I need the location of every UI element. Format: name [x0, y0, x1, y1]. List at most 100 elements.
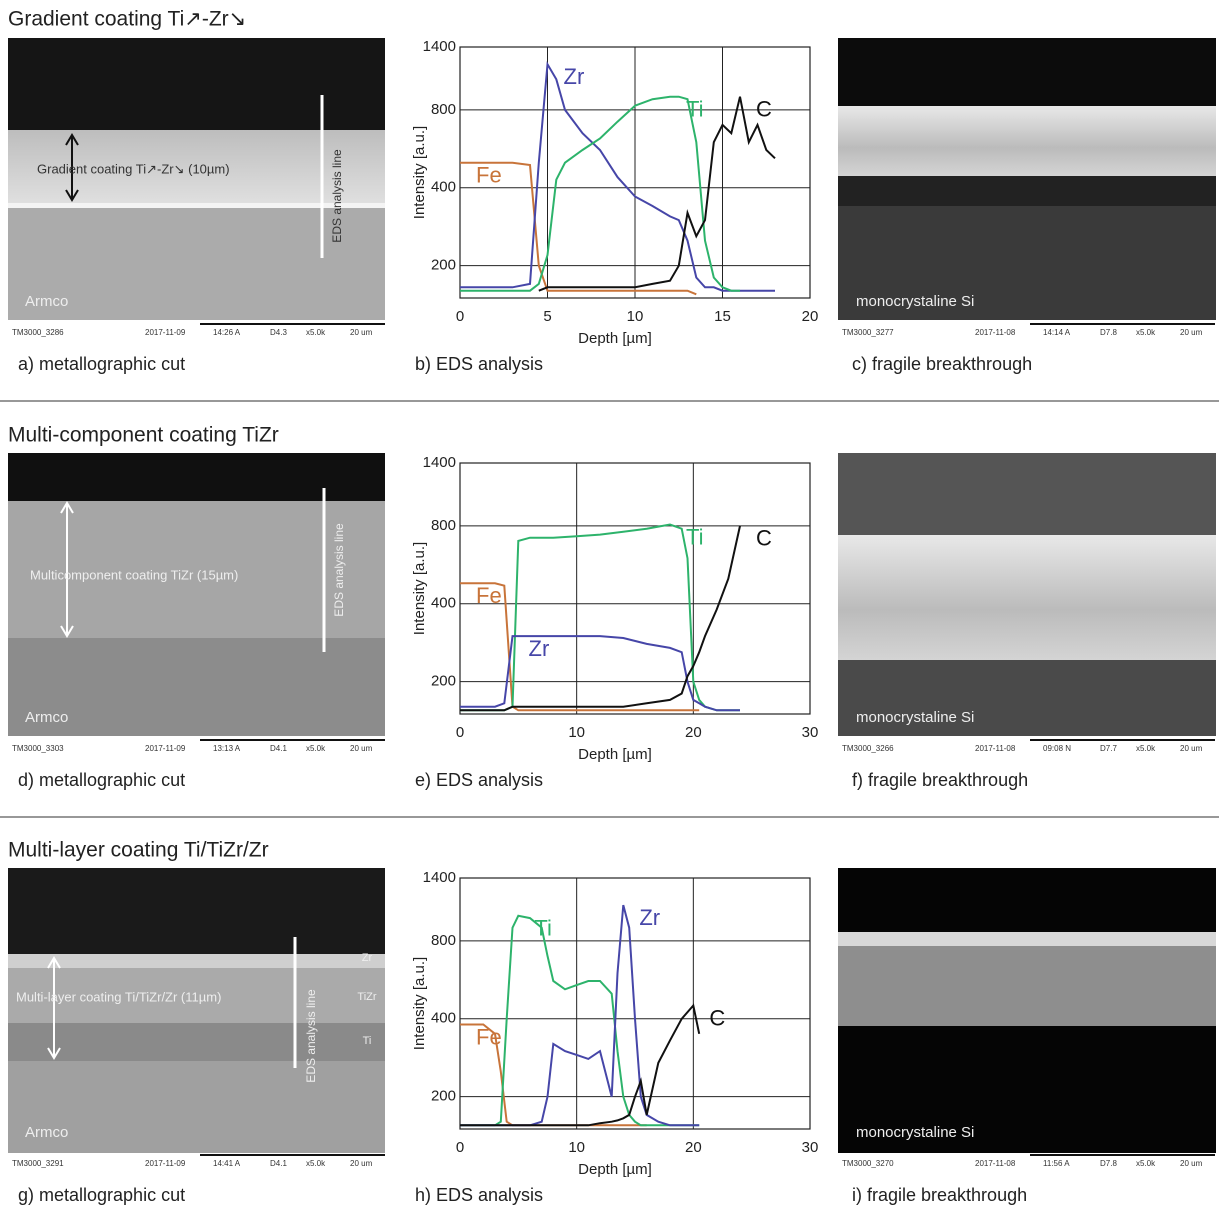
y-tick-label: 800	[431, 932, 456, 949]
footer-text: 14:14 A	[1043, 328, 1071, 337]
x-tick-label: 20	[685, 724, 702, 741]
series-label: C	[709, 1005, 725, 1030]
series-line	[460, 635, 740, 712]
footer-text: 11:56 A	[1043, 1159, 1070, 1168]
footer-text: D7.8	[1100, 1159, 1117, 1168]
footer-text: 20 um	[350, 1159, 373, 1168]
y-tick-label: 400	[431, 595, 456, 612]
y-tick-label: 800	[431, 517, 456, 534]
layer-label: Zr	[362, 952, 373, 964]
x-tick-label: 0	[456, 724, 464, 741]
footer-text: TM3000_3266	[842, 744, 894, 753]
footer-text: 2017-11-08	[975, 1159, 1016, 1168]
micrograph-bg	[8, 38, 385, 130]
substrate-label: monocrystaline Si	[856, 293, 974, 310]
coating-layer	[838, 106, 1216, 176]
substrate-label: Armco	[25, 293, 68, 310]
coating-layer	[838, 932, 1216, 1026]
caption: a) metallographic cut	[18, 354, 185, 374]
layer-label: Ti	[363, 1035, 372, 1047]
arrow	[60, 501, 74, 638]
eds-line-label: EDS analysis line	[330, 149, 344, 243]
caption: f) fragile breakthrough	[852, 770, 1028, 790]
footer-text: TM3000_3303	[12, 744, 64, 753]
x-tick-label: 0	[456, 308, 464, 325]
x-tick-label: 15	[714, 308, 731, 325]
series-label: C	[756, 526, 772, 551]
coating-layer	[8, 501, 385, 638]
footer-text: D4.1	[270, 1159, 287, 1168]
footer-text: 2017-11-09	[145, 1159, 186, 1168]
x-tick-label: 10	[568, 1139, 585, 1156]
x-tick-label: 5	[543, 308, 551, 325]
footer-text: 20 um	[1180, 1159, 1203, 1168]
footer-text: TM3000_3291	[12, 1159, 64, 1168]
caption: e) EDS analysis	[415, 770, 543, 790]
series-label: Ti	[686, 96, 704, 121]
vacuum	[838, 38, 1216, 106]
substrate-label: monocrystaline Si	[856, 709, 974, 726]
series-label: C	[756, 96, 772, 121]
footer-text: D4.3	[270, 328, 287, 337]
arrow	[47, 956, 61, 1060]
caption: i) fragile breakthrough	[852, 1185, 1027, 1205]
y-axis-label: Intensity [a.u.]	[411, 126, 428, 219]
footer-text: 14:26 A	[213, 328, 241, 337]
footer-text: x5.0k	[306, 1159, 326, 1168]
micrographs	[8, 38, 1216, 1153]
footer-text: 20 um	[350, 744, 373, 753]
y-tick-label: 200	[431, 257, 456, 274]
y-tick-label: 1400	[423, 38, 456, 55]
substrate-label: monocrystaline Si	[856, 1124, 974, 1141]
eds-line-label: EDS analysis line	[332, 523, 346, 617]
series-line	[460, 1003, 701, 1127]
zr-layer	[8, 954, 385, 968]
footer-text: x5.0k	[306, 328, 326, 337]
x-axis-label: Depth [µm]	[578, 1161, 652, 1178]
series-label: Fe	[476, 583, 502, 608]
series-label: Zr	[639, 905, 660, 930]
x-tick-label: 10	[627, 308, 644, 325]
x-tick-label: 20	[802, 308, 819, 325]
layer-label: TiZr	[357, 991, 376, 1003]
x-axis-label: Depth [µm]	[578, 330, 652, 347]
y-tick-label: 400	[431, 179, 456, 196]
footer-text: x5.0k	[1136, 1159, 1156, 1168]
section-title: Gradient coating Ti↗-Zr↘	[8, 8, 246, 31]
footer-text: 13:13 A	[213, 744, 241, 753]
caption: b) EDS analysis	[415, 354, 543, 374]
footer-text: 09:08 N	[1043, 744, 1071, 753]
y-tick-label: 1400	[423, 454, 456, 471]
coating-top	[838, 932, 1216, 946]
footer-text: 2017-11-08	[975, 744, 1016, 753]
footer-text: x5.0k	[1136, 328, 1156, 337]
footer-text: TM3000_3277	[842, 328, 894, 337]
caption: c) fragile breakthrough	[852, 354, 1032, 374]
footer-text: 2017-11-08	[975, 328, 1016, 337]
footer-text: x5.0k	[1136, 744, 1156, 753]
y-tick-label: 200	[431, 1088, 456, 1105]
y-tick-label: 200	[431, 673, 456, 690]
coating-label: Multi-layer coating Ti/TiZr/Zr (11µm)	[16, 989, 221, 1004]
x-tick-label: 0	[456, 1139, 464, 1156]
series-line	[460, 914, 700, 1127]
substrate	[8, 1061, 385, 1153]
interface	[838, 176, 1216, 206]
substrate	[838, 660, 1216, 736]
micrograph-bg	[8, 453, 385, 501]
micrograph-bg	[8, 868, 385, 954]
series-line	[460, 161, 697, 296]
caption: h) EDS analysis	[415, 1185, 543, 1205]
plot-area	[459, 462, 811, 715]
footer-text: 2017-11-09	[145, 744, 186, 753]
series-line	[460, 582, 700, 712]
arrow	[65, 133, 79, 202]
footer-text: 14:41 A	[213, 1159, 241, 1168]
interface	[8, 203, 385, 208]
series-label: Fe	[476, 1024, 502, 1049]
coating-layer	[838, 535, 1216, 660]
y-axis-label: Intensity [a.u.]	[411, 542, 428, 635]
footer-text: 20 um	[350, 328, 373, 337]
y-axis-label: Intensity [a.u.]	[411, 957, 428, 1050]
